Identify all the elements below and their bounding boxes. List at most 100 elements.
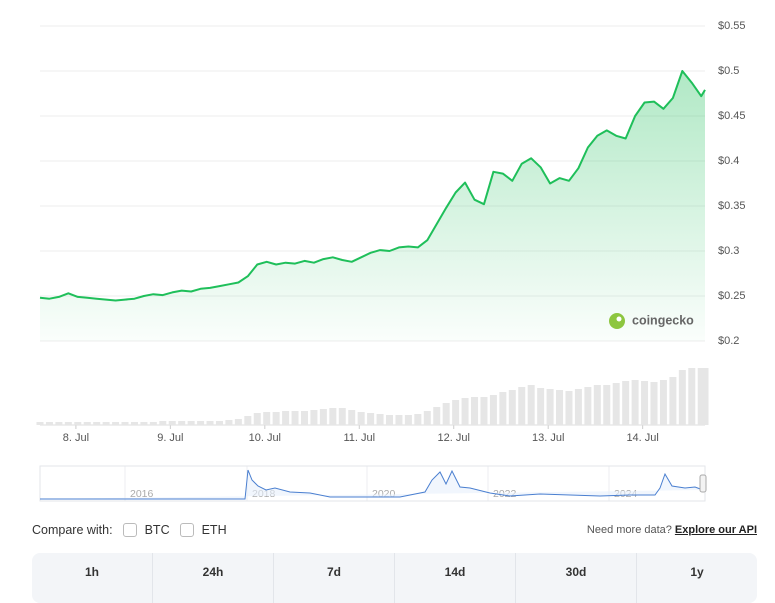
volume-bar xyxy=(546,389,554,425)
volume-bar xyxy=(489,395,497,425)
volume-bar xyxy=(452,400,460,425)
volume-bar xyxy=(45,422,53,425)
volume-bar xyxy=(74,422,82,425)
range-tab[interactable]: 14d xyxy=(395,553,516,603)
volume-bar xyxy=(678,370,686,425)
y-tick-label: $0.25 xyxy=(718,290,746,302)
x-tick-label: 9. Jul xyxy=(157,432,183,444)
volume-bar xyxy=(159,421,167,425)
volume-bar xyxy=(357,412,365,425)
volume-bar xyxy=(83,422,91,425)
volume-bar xyxy=(187,421,195,425)
y-tick-label: $0.3 xyxy=(718,245,739,257)
volume-bar xyxy=(669,377,677,425)
volume-bar xyxy=(518,387,526,425)
volume-bar xyxy=(414,414,422,425)
volume-bar xyxy=(433,407,441,425)
checkbox[interactable] xyxy=(179,523,194,537)
volume-bar xyxy=(508,390,516,425)
range-tab[interactable]: 1y xyxy=(690,565,704,579)
volume-bar xyxy=(112,422,120,425)
volume-bar xyxy=(631,380,639,425)
volume-bar xyxy=(244,416,252,425)
volume-bar xyxy=(404,415,412,425)
volume-bar xyxy=(480,397,488,425)
range-tabs: 1h 24h 7d 14d 30d 1y xyxy=(32,553,757,603)
volume-bar xyxy=(300,411,308,425)
volume-bar xyxy=(206,421,214,425)
x-tick-label: 8. Jul xyxy=(63,432,89,444)
volume-bar xyxy=(697,368,705,425)
volume-bar xyxy=(471,397,479,425)
volume-bar xyxy=(659,380,667,425)
range-tab[interactable]: 24h xyxy=(153,553,274,603)
volume-bar xyxy=(348,410,356,425)
more-text: Need more data? xyxy=(586,524,672,536)
volume-bar xyxy=(574,389,582,425)
navigator-handle[interactable] xyxy=(699,474,707,493)
volume-bar xyxy=(367,413,375,425)
volume-bar xyxy=(442,403,450,425)
range-tab[interactable]: 1h xyxy=(32,553,153,603)
volume-bar xyxy=(584,387,592,425)
volume-bar xyxy=(197,421,205,425)
x-tick-label: 10. Jul xyxy=(249,432,281,444)
y-tick-label: $0.35 xyxy=(718,200,746,212)
volume-bar xyxy=(527,385,535,425)
volume-bar xyxy=(319,409,327,425)
x-tick-label: 11. Jul xyxy=(343,432,375,444)
volume-bar xyxy=(701,368,709,425)
volume-bar xyxy=(423,411,431,425)
volume-bar xyxy=(55,422,63,425)
volume-bar xyxy=(234,419,242,425)
navigator-line xyxy=(40,469,704,500)
volume-bar xyxy=(215,421,223,425)
api-link[interactable]: Explore our API xyxy=(674,524,757,536)
volume-bar xyxy=(499,392,507,425)
volume-bar xyxy=(556,390,564,425)
volume-bar xyxy=(338,408,346,425)
volume-bar xyxy=(102,422,110,425)
volume-bar xyxy=(282,411,290,425)
range-tab[interactable]: 30d xyxy=(516,553,637,603)
volume-bar xyxy=(593,385,601,425)
volume-bar xyxy=(253,413,261,425)
volume-bar xyxy=(688,368,696,425)
volume-bar xyxy=(149,422,157,425)
checkbox[interactable] xyxy=(122,523,137,537)
volume-bar xyxy=(641,381,649,425)
y-tick-label: $0.45 xyxy=(718,110,746,122)
compare-option[interactable]: BTC xyxy=(144,523,170,537)
volume-bar xyxy=(650,382,658,425)
navigator-year: 2020 xyxy=(372,488,396,500)
volume-bar xyxy=(140,422,148,425)
volume-bar xyxy=(376,414,384,425)
navigator-year: 2016 xyxy=(130,488,154,500)
volume-bar xyxy=(121,422,129,425)
volume-bar xyxy=(537,388,545,425)
compare-option[interactable]: ETH xyxy=(201,523,227,537)
volume-bar xyxy=(622,381,630,425)
volume-bar xyxy=(168,421,176,425)
volume-bar xyxy=(130,422,138,425)
y-tick-label: $0.4 xyxy=(718,155,739,167)
range-tab[interactable]: 7d xyxy=(274,553,395,603)
more-data: Need more data? Explore our API xyxy=(587,524,757,536)
volume-bar xyxy=(461,398,469,425)
volume-bar xyxy=(64,422,72,425)
watermark-text: coingecko xyxy=(632,313,694,327)
y-tick-label: $0.2 xyxy=(718,335,739,347)
volume-bar xyxy=(36,422,44,425)
volume-bar xyxy=(329,408,337,425)
volume-bar xyxy=(603,385,611,425)
logo-eye xyxy=(616,316,622,322)
y-tick-label: $0.55 xyxy=(718,20,746,32)
y-tick-label: $0.5 xyxy=(718,65,739,77)
volume-bar xyxy=(225,420,233,425)
volume-bar xyxy=(291,411,299,425)
x-tick-label: 14. Jul xyxy=(626,432,658,444)
volume-bar xyxy=(272,412,280,425)
volume-bar xyxy=(263,412,271,425)
x-tick-label: 12. Jul xyxy=(438,432,470,444)
